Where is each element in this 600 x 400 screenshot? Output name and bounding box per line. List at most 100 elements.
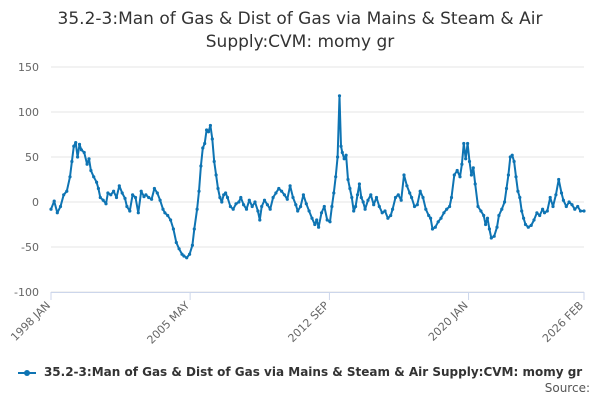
- data-point[interactable]: [503, 200, 507, 204]
- data-point[interactable]: [150, 197, 154, 201]
- data-point[interactable]: [218, 195, 222, 200]
- data-point[interactable]: [313, 222, 317, 227]
- data-point[interactable]: [462, 141, 466, 146]
- data-point[interactable]: [125, 204, 129, 209]
- data-point[interactable]: [427, 213, 431, 218]
- data-point[interactable]: [72, 144, 76, 148]
- data-point[interactable]: [285, 197, 289, 201]
- data-point[interactable]: [538, 213, 542, 218]
- data-point[interactable]: [541, 207, 545, 211]
- data-point[interactable]: [482, 213, 486, 218]
- data-point[interactable]: [380, 211, 384, 215]
- data-point[interactable]: [296, 209, 300, 213]
- data-point[interactable]: [485, 216, 490, 220]
- data-point[interactable]: [253, 200, 257, 204]
- data-point[interactable]: [464, 157, 468, 161]
- data-point[interactable]: [247, 198, 251, 202]
- data-point[interactable]: [244, 207, 249, 211]
- data-point[interactable]: [526, 225, 530, 229]
- data-point[interactable]: [92, 175, 96, 179]
- data-point[interactable]: [573, 207, 577, 211]
- data-point[interactable]: [532, 218, 536, 222]
- data-point[interactable]: [518, 195, 522, 200]
- data-point[interactable]: [504, 186, 509, 191]
- data-point[interactable]: [506, 173, 510, 177]
- data-point[interactable]: [277, 186, 281, 191]
- data-point[interactable]: [399, 198, 403, 202]
- data-point[interactable]: [328, 220, 332, 224]
- data-point[interactable]: [123, 196, 127, 200]
- data-point[interactable]: [220, 200, 224, 204]
- data-point[interactable]: [101, 198, 105, 202]
- data-point[interactable]: [479, 209, 483, 213]
- data-point[interactable]: [535, 211, 539, 215]
- data-point[interactable]: [354, 204, 358, 209]
- data-point[interactable]: [445, 207, 449, 211]
- data-point[interactable]: [458, 175, 462, 179]
- data-point[interactable]: [355, 193, 360, 197]
- data-point[interactable]: [551, 204, 555, 209]
- data-point[interactable]: [436, 220, 440, 224]
- data-point[interactable]: [361, 200, 365, 204]
- data-point[interactable]: [112, 189, 116, 193]
- data-point[interactable]: [307, 209, 311, 213]
- data-point[interactable]: [433, 225, 437, 229]
- data-point[interactable]: [559, 191, 564, 195]
- data-point[interactable]: [120, 191, 124, 195]
- data-point[interactable]: [578, 209, 583, 213]
- data-point[interactable]: [389, 213, 393, 218]
- data-point[interactable]: [442, 211, 446, 215]
- data-point[interactable]: [128, 209, 132, 213]
- data-point[interactable]: [98, 195, 102, 200]
- data-point[interactable]: [415, 203, 419, 207]
- data-point[interactable]: [237, 200, 241, 204]
- data-point[interactable]: [352, 209, 356, 213]
- data-point[interactable]: [192, 227, 196, 231]
- data-point[interactable]: [258, 218, 262, 222]
- data-point[interactable]: [95, 180, 99, 184]
- data-point[interactable]: [315, 218, 319, 222]
- data-point[interactable]: [429, 216, 433, 220]
- data-point[interactable]: [337, 94, 342, 98]
- data-point[interactable]: [74, 141, 78, 145]
- data-point[interactable]: [322, 204, 326, 209]
- data-point[interactable]: [265, 203, 269, 207]
- data-point[interactable]: [166, 213, 170, 218]
- data-point[interactable]: [117, 184, 121, 188]
- data-point[interactable]: [430, 227, 435, 231]
- data-point[interactable]: [131, 193, 135, 197]
- data-point[interactable]: [87, 157, 91, 161]
- data-point[interactable]: [96, 186, 100, 191]
- data-point[interactable]: [82, 150, 86, 155]
- data-point[interactable]: [139, 189, 143, 193]
- data-point[interactable]: [469, 173, 473, 177]
- data-point[interactable]: [410, 195, 414, 200]
- data-point[interactable]: [299, 204, 303, 209]
- data-point[interactable]: [65, 189, 69, 193]
- data-point[interactable]: [262, 198, 267, 202]
- data-point[interactable]: [206, 130, 211, 134]
- data-point[interactable]: [495, 225, 499, 229]
- data-point[interactable]: [325, 218, 329, 222]
- data-point[interactable]: [561, 198, 566, 202]
- data-point[interactable]: [582, 209, 586, 213]
- data-point[interactable]: [357, 182, 361, 186]
- data-point[interactable]: [136, 211, 140, 215]
- data-point[interactable]: [510, 153, 514, 157]
- data-point[interactable]: [190, 243, 194, 247]
- data-point[interactable]: [152, 186, 156, 191]
- data-point[interactable]: [452, 173, 456, 177]
- data-point[interactable]: [304, 202, 308, 206]
- data-point[interactable]: [350, 195, 354, 200]
- data-point[interactable]: [114, 195, 119, 200]
- data-point[interactable]: [260, 204, 264, 209]
- data-point[interactable]: [234, 202, 238, 206]
- data-point[interactable]: [576, 204, 580, 209]
- data-point[interactable]: [197, 189, 201, 193]
- data-point[interactable]: [231, 207, 235, 211]
- data-point[interactable]: [163, 211, 167, 215]
- data-point[interactable]: [224, 191, 228, 195]
- data-point[interactable]: [195, 207, 199, 211]
- data-point[interactable]: [567, 200, 571, 204]
- data-point[interactable]: [301, 193, 305, 197]
